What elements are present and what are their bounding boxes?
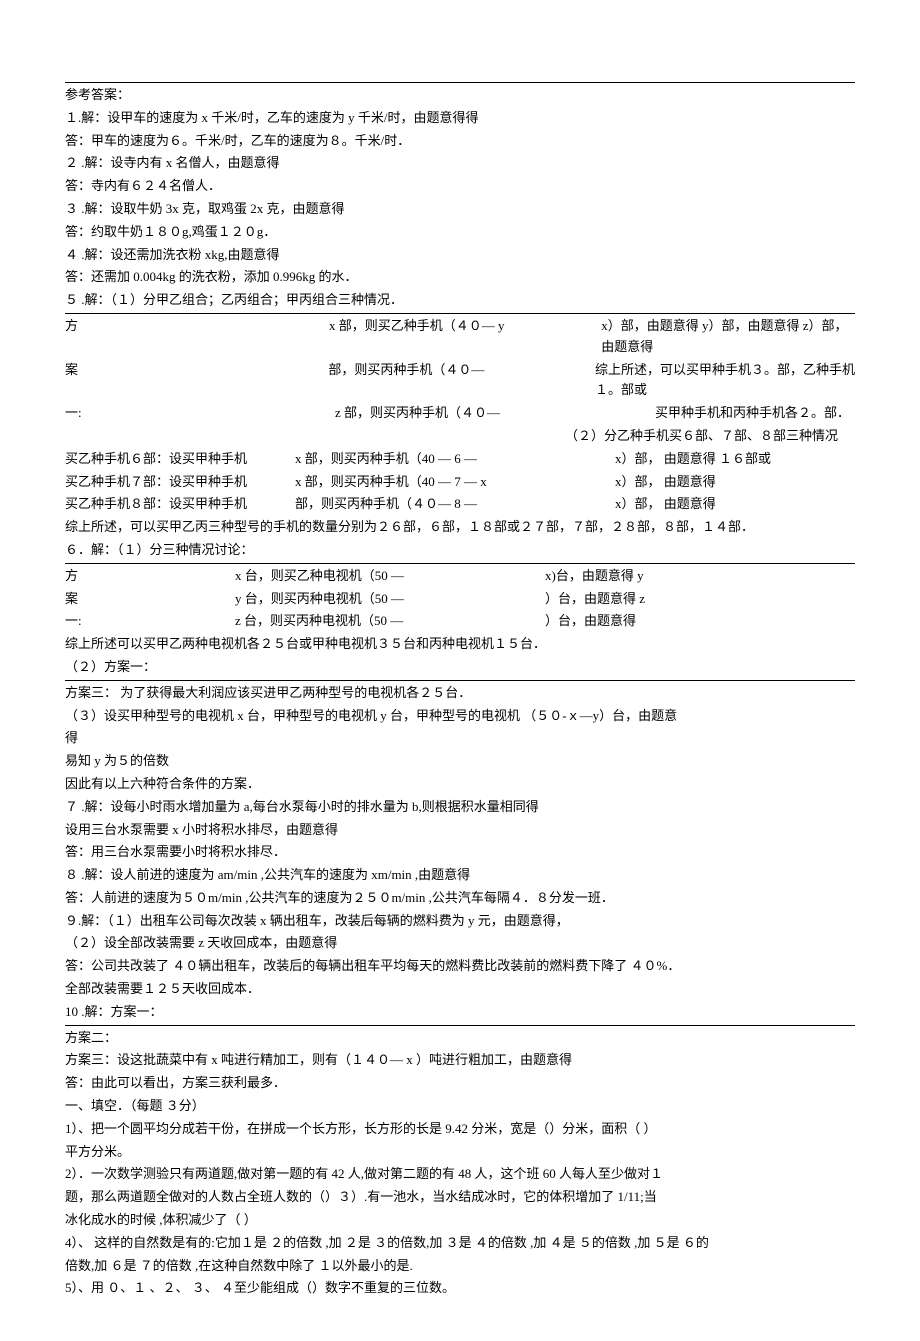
q10-d: 答：由此可以看出，方案三获利最多． — [65, 1073, 855, 1094]
q6-r3-c2: z 台，则买丙种电视机（50 — — [235, 611, 545, 632]
rule-q6 — [65, 563, 855, 564]
q6-r2-c2: y 台，则买丙种电视机（50 — — [235, 589, 545, 610]
q5-row1: 方 x 部，则买乙种手机（４０— y x）部，由题意得 y）部，由题意得 z）部… — [65, 316, 855, 358]
fill-q4b: 倍数,加 ６是 ７的倍数 ,在这种自然数中除了 １以外最小的是. — [65, 1256, 855, 1277]
q6-row3: 一: z 台，则买丙种电视机（50 — ）台，由题意得 — [65, 611, 855, 632]
q6-p3e: 因此有以上六种符合条件的方案． — [65, 774, 855, 795]
q6-p2: （２）方案一： — [65, 657, 855, 678]
q10-a: 10 .解：方案一： — [65, 1002, 855, 1023]
q5-r7: 买乙种手机８部：设买甲种手机 部，则买丙种手机（４０— 8 — x）部， 由题意… — [65, 494, 855, 515]
q6-p3b: （３）设买甲种型号的电视机 x 台，甲种型号的电视机 y 台，甲种型号的电视机 … — [65, 706, 855, 727]
q5-row3: 一: z 部，则买丙种手机（４０— 买甲种手机和丙种手机各２。部． — [65, 403, 855, 424]
q5-r7-c2: 部，则买丙种手机（４０— 8 — — [295, 494, 615, 515]
q6-a: ６．解：（１）分三种情况讨论： — [65, 540, 855, 561]
q5-row4: （２）分乙种手机买６部、７部、８部三种情况 — [65, 426, 855, 447]
q5-r7-c3: x）部， 由题意得 — [615, 494, 716, 515]
q10-c: 方案三：设这批蔬菜中有 x 吨进行精加工，则有（１４０— x ）吨进行粗加工，由… — [65, 1050, 855, 1071]
rule-q5 — [65, 313, 855, 314]
q7-c: 答：用三台水泵需要小时将积水排尽． — [65, 842, 855, 863]
q7-a: ７ .解：设每小时雨水增加量为 a,每台水泵每小时的排水量为 b,则根据积水量相… — [65, 797, 855, 818]
q6-r2-c3: ）台，由题意得 z — [545, 589, 645, 610]
q5-row2: 案 部，则买丙种手机（４０— 综上所述，可以买甲种手机３。部，乙种手机１。部或 — [65, 360, 855, 402]
q4-b: 答：还需加 0.004kg 的洗衣粉，添加 0.996kg 的水． — [65, 267, 855, 288]
q5-r1-c1: 方 — [65, 316, 99, 358]
q1-a: １.解：设甲车的速度为 x 千米/时，乙车的速度为 y 千米/时，由题意得得 — [65, 108, 855, 129]
fill-q2c: 冰化成水的时候 ,体积减少了（ ） — [65, 1210, 855, 1231]
q5-r1-c2: x 部，则买乙种手机（４０— y — [329, 316, 601, 358]
q6-p3d: 易知 y 为５的倍数 — [65, 751, 855, 772]
fill-q1a: 1）、把一个圆平均分成若干份，在拼成一个长方形，长方形的长是 9.42 分米，宽… — [65, 1119, 855, 1140]
q5-r6: 买乙种手机７部：设买甲种手机 x 部，则买丙种手机（40 — 7 — x x）部… — [65, 472, 855, 493]
q4-a: ４ .解：设还需加洗衣粉 xkg,由题意得 — [65, 245, 855, 266]
fill-q4a: 4）、 这样的自然数是有的:它加１是 ２的倍数 ,加 ２是 ３的倍数,加 ３是 … — [65, 1233, 855, 1254]
rule-q10 — [65, 1025, 855, 1026]
q6-r1-c1: 方 — [65, 566, 105, 587]
q6-conclusion: 综上所述可以买甲乙两种电视机各２５台或甲种电视机３５台和丙种电视机１５台． — [65, 634, 855, 655]
q6-row1: 方 x 台，则买乙种电视机（50 — x)台，由题意得 y — [65, 566, 855, 587]
q5-r7-c1: 买乙种手机８部：设买甲种手机 — [65, 494, 295, 515]
q9-c: 答：公司共改装了 ４０辆出租车，改装后的每辆出租车平均每天的燃料费比改装前的燃料… — [65, 956, 855, 977]
q5-r2-c1: 案 — [65, 360, 98, 402]
fill-q2b: 题，那么两道题全做对的人数占全班人数的（）３）.有一池水，当水结成冰时，它的体积… — [65, 1187, 855, 1208]
answers-label: 参考答案： — [65, 85, 855, 106]
fill-title: 一、填空．（每题 ３分） — [65, 1096, 855, 1117]
q6-r2-c1: 案 — [65, 589, 105, 610]
q5-r1-c3: x）部，由题意得 y）部，由题意得 z）部，由题意得 — [601, 316, 855, 358]
q9-b: （２）设全部改装需要 z 天收回成本，由题意得 — [65, 933, 855, 954]
q6-row2: 案 y 台，则买丙种电视机（50 — ）台，由题意得 z — [65, 589, 855, 610]
q6-r3-c3: ）台，由题意得 — [545, 611, 636, 632]
q5-r5-c3: x）部， 由题意得 １６部或 — [615, 449, 771, 470]
q6-r1-c3: x)台，由题意得 y — [545, 566, 644, 587]
q6-p3a: 方案三： 为了获得最大利润应该买进甲乙两种型号的电视机各２５台． — [65, 683, 855, 704]
q5-conclusion: 综上所述，可以买甲乙丙三种型号的手机的数量分别为２６部，６部，１８部或２７部，７… — [65, 517, 855, 538]
q2-b: 答：寺内有６２４名僧人． — [65, 176, 855, 197]
q2-a: ２ .解：设寺内有 x 名僧人，由题意得 — [65, 153, 855, 174]
q5-r3-c1: 一: — [65, 403, 105, 424]
q5-r2-c2: 部，则买丙种手机（４０— — [328, 360, 595, 402]
q9-d: 全部改装需要１２５天收回成本． — [65, 979, 855, 1000]
q8-a: ８ .解：设人前进的速度为 am/min ,公共汽车的速度为 xm/min ,由… — [65, 865, 855, 886]
q5-r3-c2: z 部，则买丙种手机（４０— — [335, 403, 655, 424]
fill-q5: 5）、用 ０、１ 、２、 ３、 ４至少能组成（）数字不重复的三位数。 — [65, 1278, 855, 1299]
q5-r5-c1: 买乙种手机６部：设买甲种手机 — [65, 449, 295, 470]
q5-r6-c2: x 部，则买丙种手机（40 — 7 — x — [295, 472, 615, 493]
q5-r2-c3: 综上所述，可以买甲种手机３。部，乙种手机１。部或 — [595, 360, 855, 402]
q5-r3-c3: 买甲种手机和丙种手机各２。部． — [655, 403, 850, 424]
q3-a: ３ .解：设取牛奶 3x 克，取鸡蛋 2x 克，由题意得 — [65, 199, 855, 220]
q10-b: 方案二： — [65, 1028, 855, 1049]
rule-q6b — [65, 680, 855, 681]
fill-q2a: 2）．一次数学测验只有两道题,做对第一题的有 42 人,做对第二题的有 48 人… — [65, 1164, 855, 1185]
q3-b: 答：约取牛奶１８０g,鸡蛋１２０g． — [65, 222, 855, 243]
q5-r5: 买乙种手机６部：设买甲种手机 x 部，则买丙种手机（40 — 6 — x）部， … — [65, 449, 855, 470]
q5-r6-c3: x）部， 由题意得 — [615, 472, 716, 493]
q5-a: ５ .解：（１）分甲乙组合；乙丙组合；甲丙组合三种情况． — [65, 290, 855, 311]
q9-a: ９.解：（１）出租车公司每次改装 x 辆出租车，改装后每辆的燃料费为 y 元，由… — [65, 911, 855, 932]
q6-r3-c1: 一: — [65, 611, 105, 632]
q7-b: 设用三台水泵需要 x 小时将积水排尽，由题意得 — [65, 820, 855, 841]
q6-p3c: 得 — [65, 728, 855, 749]
q6-r1-c2: x 台，则买乙种电视机（50 — — [235, 566, 545, 587]
top-rule — [65, 82, 855, 83]
q5-r5-c2: x 部，则买丙种手机（40 — 6 — — [295, 449, 615, 470]
q1-b: 答：甲车的速度为６。千米/时，乙车的速度为８。千米/时． — [65, 131, 855, 152]
q8-b: 答：人前进的速度为５０m/min ,公共汽车的速度为２５０m/min ,公共汽车… — [65, 888, 855, 909]
q5-r6-c1: 买乙种手机７部：设买甲种手机 — [65, 472, 295, 493]
fill-q1b: 平方分米。 — [65, 1142, 855, 1163]
